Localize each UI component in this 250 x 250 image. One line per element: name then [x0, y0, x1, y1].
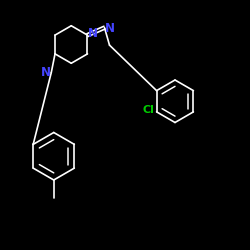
Text: N: N: [88, 28, 98, 40]
Text: Cl: Cl: [143, 105, 154, 115]
Text: N: N: [104, 22, 115, 35]
Text: N: N: [41, 66, 51, 78]
